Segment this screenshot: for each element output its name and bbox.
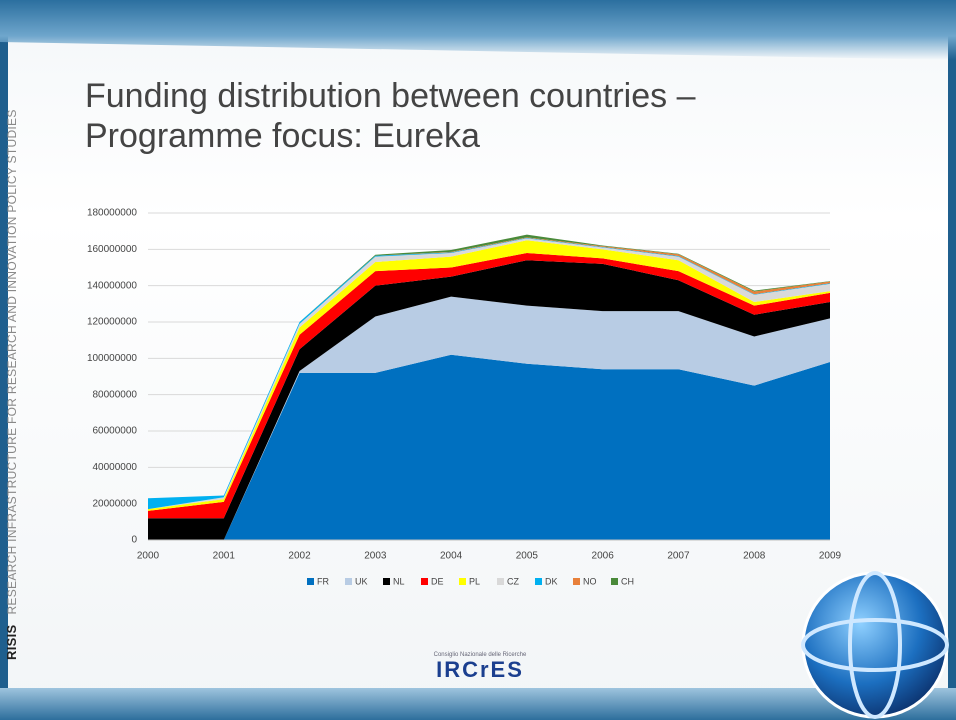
y-tick-label: 100000000 <box>87 353 137 364</box>
legend-swatch <box>345 578 352 585</box>
x-tick-label: 2006 <box>592 551 615 562</box>
y-tick-label: 120000000 <box>87 317 137 328</box>
y-tick-label: 180000000 <box>87 208 137 219</box>
legend-label: CH <box>621 576 634 586</box>
legend-label: NO <box>583 576 597 586</box>
x-tick-label: 2001 <box>213 551 236 562</box>
y-tick-label: 140000000 <box>87 280 137 291</box>
x-tick-label: 2002 <box>288 551 311 562</box>
x-tick-label: 2004 <box>440 551 463 562</box>
x-tick-label: 2005 <box>516 551 539 562</box>
legend-label: PL <box>469 576 480 586</box>
x-tick-label: 2007 <box>667 551 690 562</box>
x-tick-label: 2003 <box>364 551 387 562</box>
y-tick-label: 160000000 <box>87 244 137 255</box>
legend-swatch <box>497 578 504 585</box>
y-tick-label: 20000000 <box>93 498 138 509</box>
legend-swatch <box>611 578 618 585</box>
legend-label: NL <box>393 576 405 586</box>
y-tick-label: 80000000 <box>93 389 138 400</box>
legend-label: FR <box>317 576 329 586</box>
legend-label: CZ <box>507 576 519 586</box>
y-tick-label: 0 <box>131 535 137 546</box>
x-tick-label: 2009 <box>819 551 842 562</box>
legend-swatch <box>307 578 314 585</box>
legend-label: DK <box>545 576 558 586</box>
page: {"slide": {"side_label": "RISIS", "side_… <box>0 0 956 720</box>
x-tick-label: 2008 <box>743 551 766 562</box>
legend-swatch <box>459 578 466 585</box>
y-tick-label: 40000000 <box>93 462 138 473</box>
legend-swatch <box>573 578 580 585</box>
legend-label: UK <box>355 576 368 586</box>
chart: 0 20000000 40000000 60000000 80000000 1000000… <box>0 0 956 720</box>
legend-swatch <box>421 578 428 585</box>
x-tick-label: 2000 <box>137 551 160 562</box>
y-tick-label: 60000000 <box>93 426 138 437</box>
legend-swatch <box>383 578 390 585</box>
legend-label: DE <box>431 576 444 586</box>
legend-swatch <box>535 578 542 585</box>
